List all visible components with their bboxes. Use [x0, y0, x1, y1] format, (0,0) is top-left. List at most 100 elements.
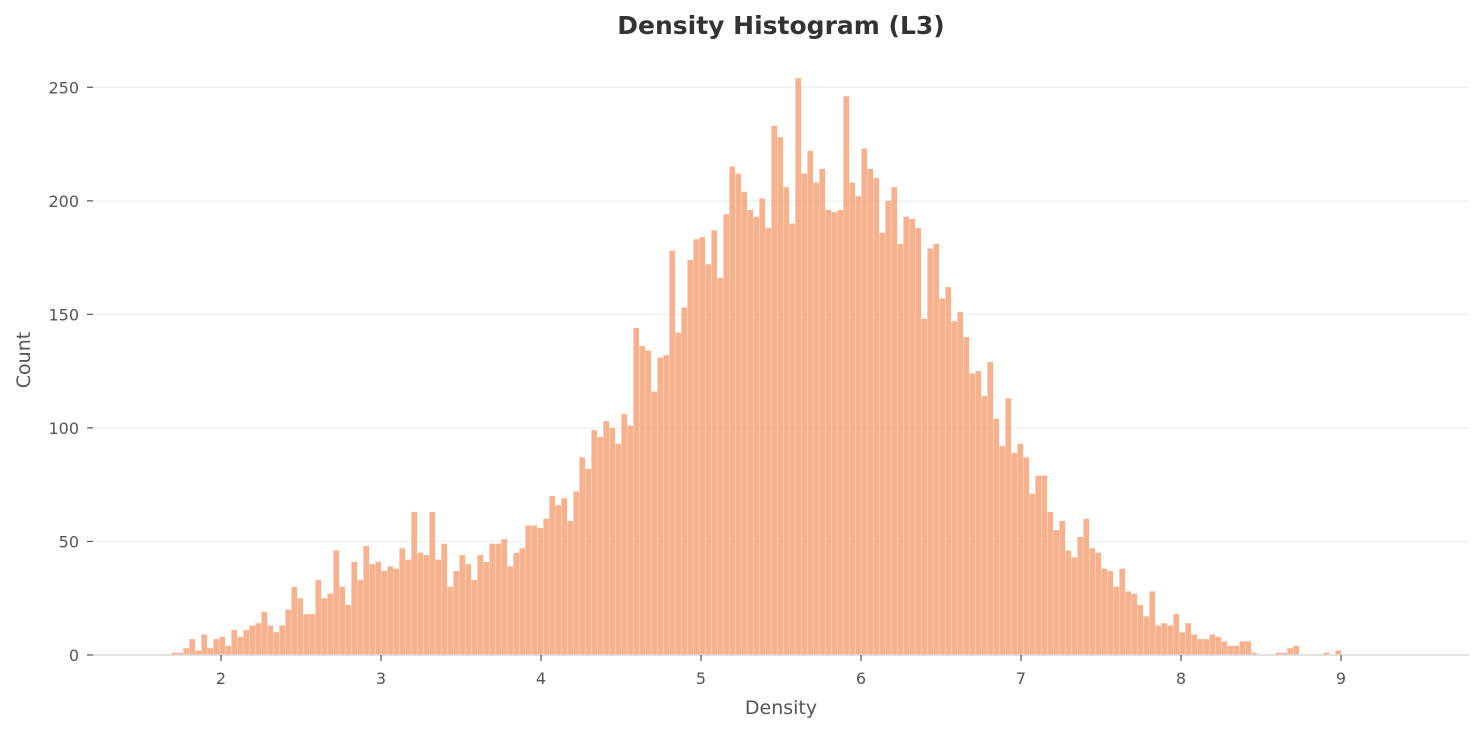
- x-tick-label: 7: [1016, 669, 1026, 688]
- histogram-bar: [213, 639, 219, 655]
- histogram-bar: [549, 496, 555, 655]
- histogram-bar: [333, 550, 339, 655]
- y-tick-label: 150: [48, 305, 79, 324]
- histogram-bar: [843, 96, 849, 655]
- histogram-bar: [855, 196, 861, 656]
- histogram-bar: [795, 78, 801, 655]
- histogram-bar: [969, 373, 975, 655]
- histogram-bar: [177, 652, 183, 655]
- histogram-bar: [909, 218, 915, 655]
- histogram-bar: [1113, 586, 1119, 655]
- x-tick-label: 4: [536, 669, 546, 688]
- histogram-bar: [351, 561, 357, 655]
- histogram-bar: [681, 307, 687, 655]
- histogram-bar: [957, 312, 963, 655]
- histogram-bar: [621, 414, 627, 655]
- histogram-bar: [693, 239, 699, 656]
- histogram-bar: [537, 527, 543, 655]
- histogram-bar: [525, 525, 531, 655]
- histogram-bar: [459, 555, 465, 655]
- histogram-bar: [267, 625, 273, 655]
- histogram-bar: [543, 518, 549, 655]
- histogram-bar: [1029, 493, 1035, 655]
- histogram-bar: [273, 632, 279, 655]
- histogram-bar: [747, 209, 753, 655]
- histogram-bar: [915, 228, 921, 655]
- histogram-bar: [1197, 639, 1203, 655]
- histogram-bar: [1071, 557, 1077, 655]
- histogram-bar: [327, 593, 333, 655]
- histogram-bar: [261, 611, 267, 655]
- histogram-bar: [987, 362, 993, 655]
- histogram-bar: [927, 248, 933, 655]
- histogram-bar: [405, 559, 411, 655]
- histogram-bar: [639, 346, 645, 655]
- histogram-bar: [885, 200, 891, 656]
- histogram-bar: [381, 570, 387, 655]
- histogram-bar: [1101, 568, 1107, 655]
- histogram-bar: [495, 543, 501, 655]
- histogram-bar: [1275, 652, 1281, 655]
- histogram-bar: [291, 586, 297, 655]
- histogram-bar: [1125, 591, 1131, 655]
- x-tick-label: 6: [856, 669, 866, 688]
- histogram-bar: [507, 566, 513, 655]
- histogram-bar: [615, 443, 621, 655]
- histogram-bar: [183, 648, 189, 655]
- histogram-bar: [1035, 475, 1041, 655]
- histogram-bar: [519, 548, 525, 655]
- histogram-bar: [1017, 443, 1023, 655]
- histogram-bar: [1095, 552, 1101, 655]
- histogram-bar: [219, 636, 225, 655]
- histogram-bar: [357, 580, 363, 655]
- histogram-bar: [369, 564, 375, 655]
- histogram-bar: [1005, 398, 1011, 655]
- histogram-bar: [1245, 641, 1251, 655]
- histogram-bar: [1209, 634, 1215, 655]
- histogram-bar: [999, 446, 1005, 655]
- histogram-bar: [993, 418, 999, 655]
- histogram-bar: [705, 264, 711, 655]
- x-tick-label: 8: [1176, 669, 1186, 688]
- histogram-bar: [831, 212, 837, 655]
- histogram-bar: [309, 614, 315, 655]
- histogram-bar: [963, 337, 969, 655]
- histogram-bar: [867, 169, 873, 655]
- histogram-bar: [321, 598, 327, 655]
- histogram-bar: [975, 371, 981, 655]
- x-tick-label: 2: [216, 669, 226, 688]
- histogram-bar: [567, 521, 573, 655]
- histogram-bar: [249, 625, 255, 655]
- histogram-bar: [777, 137, 783, 655]
- histogram-bar: [873, 178, 879, 655]
- histogram-bar: [255, 623, 261, 655]
- histogram-bar: [753, 216, 759, 655]
- y-tick-label: 200: [48, 192, 79, 211]
- histogram-bar: [861, 148, 867, 655]
- y-axis-label: Count: [13, 332, 35, 388]
- histogram-bar: [657, 357, 663, 655]
- x-axis-label: Density: [745, 697, 817, 719]
- histogram-bar: [951, 321, 957, 655]
- histogram-bar: [393, 568, 399, 655]
- histogram-bar: [453, 570, 459, 655]
- y-tick-label: 0: [69, 646, 79, 665]
- histogram-bar: [729, 166, 735, 656]
- histogram-bar: [1155, 625, 1161, 655]
- histogram-bar: [513, 552, 519, 655]
- histogram-bar: [741, 191, 747, 655]
- histogram-bar: [585, 468, 591, 655]
- histogram-bar: [435, 559, 441, 655]
- histogram-bar: [1239, 641, 1245, 655]
- histogram-bar: [939, 298, 945, 655]
- histogram-bar: [441, 543, 447, 655]
- y-tick-label: 100: [48, 419, 79, 438]
- histogram-bar: [1131, 593, 1137, 655]
- histogram-bar: [1053, 530, 1059, 655]
- histogram-bar: [1167, 625, 1173, 655]
- histogram-bar: [1233, 645, 1239, 655]
- histogram-bar: [1059, 521, 1065, 655]
- histogram-bar: [387, 566, 393, 655]
- histogram-bar: [1107, 570, 1113, 655]
